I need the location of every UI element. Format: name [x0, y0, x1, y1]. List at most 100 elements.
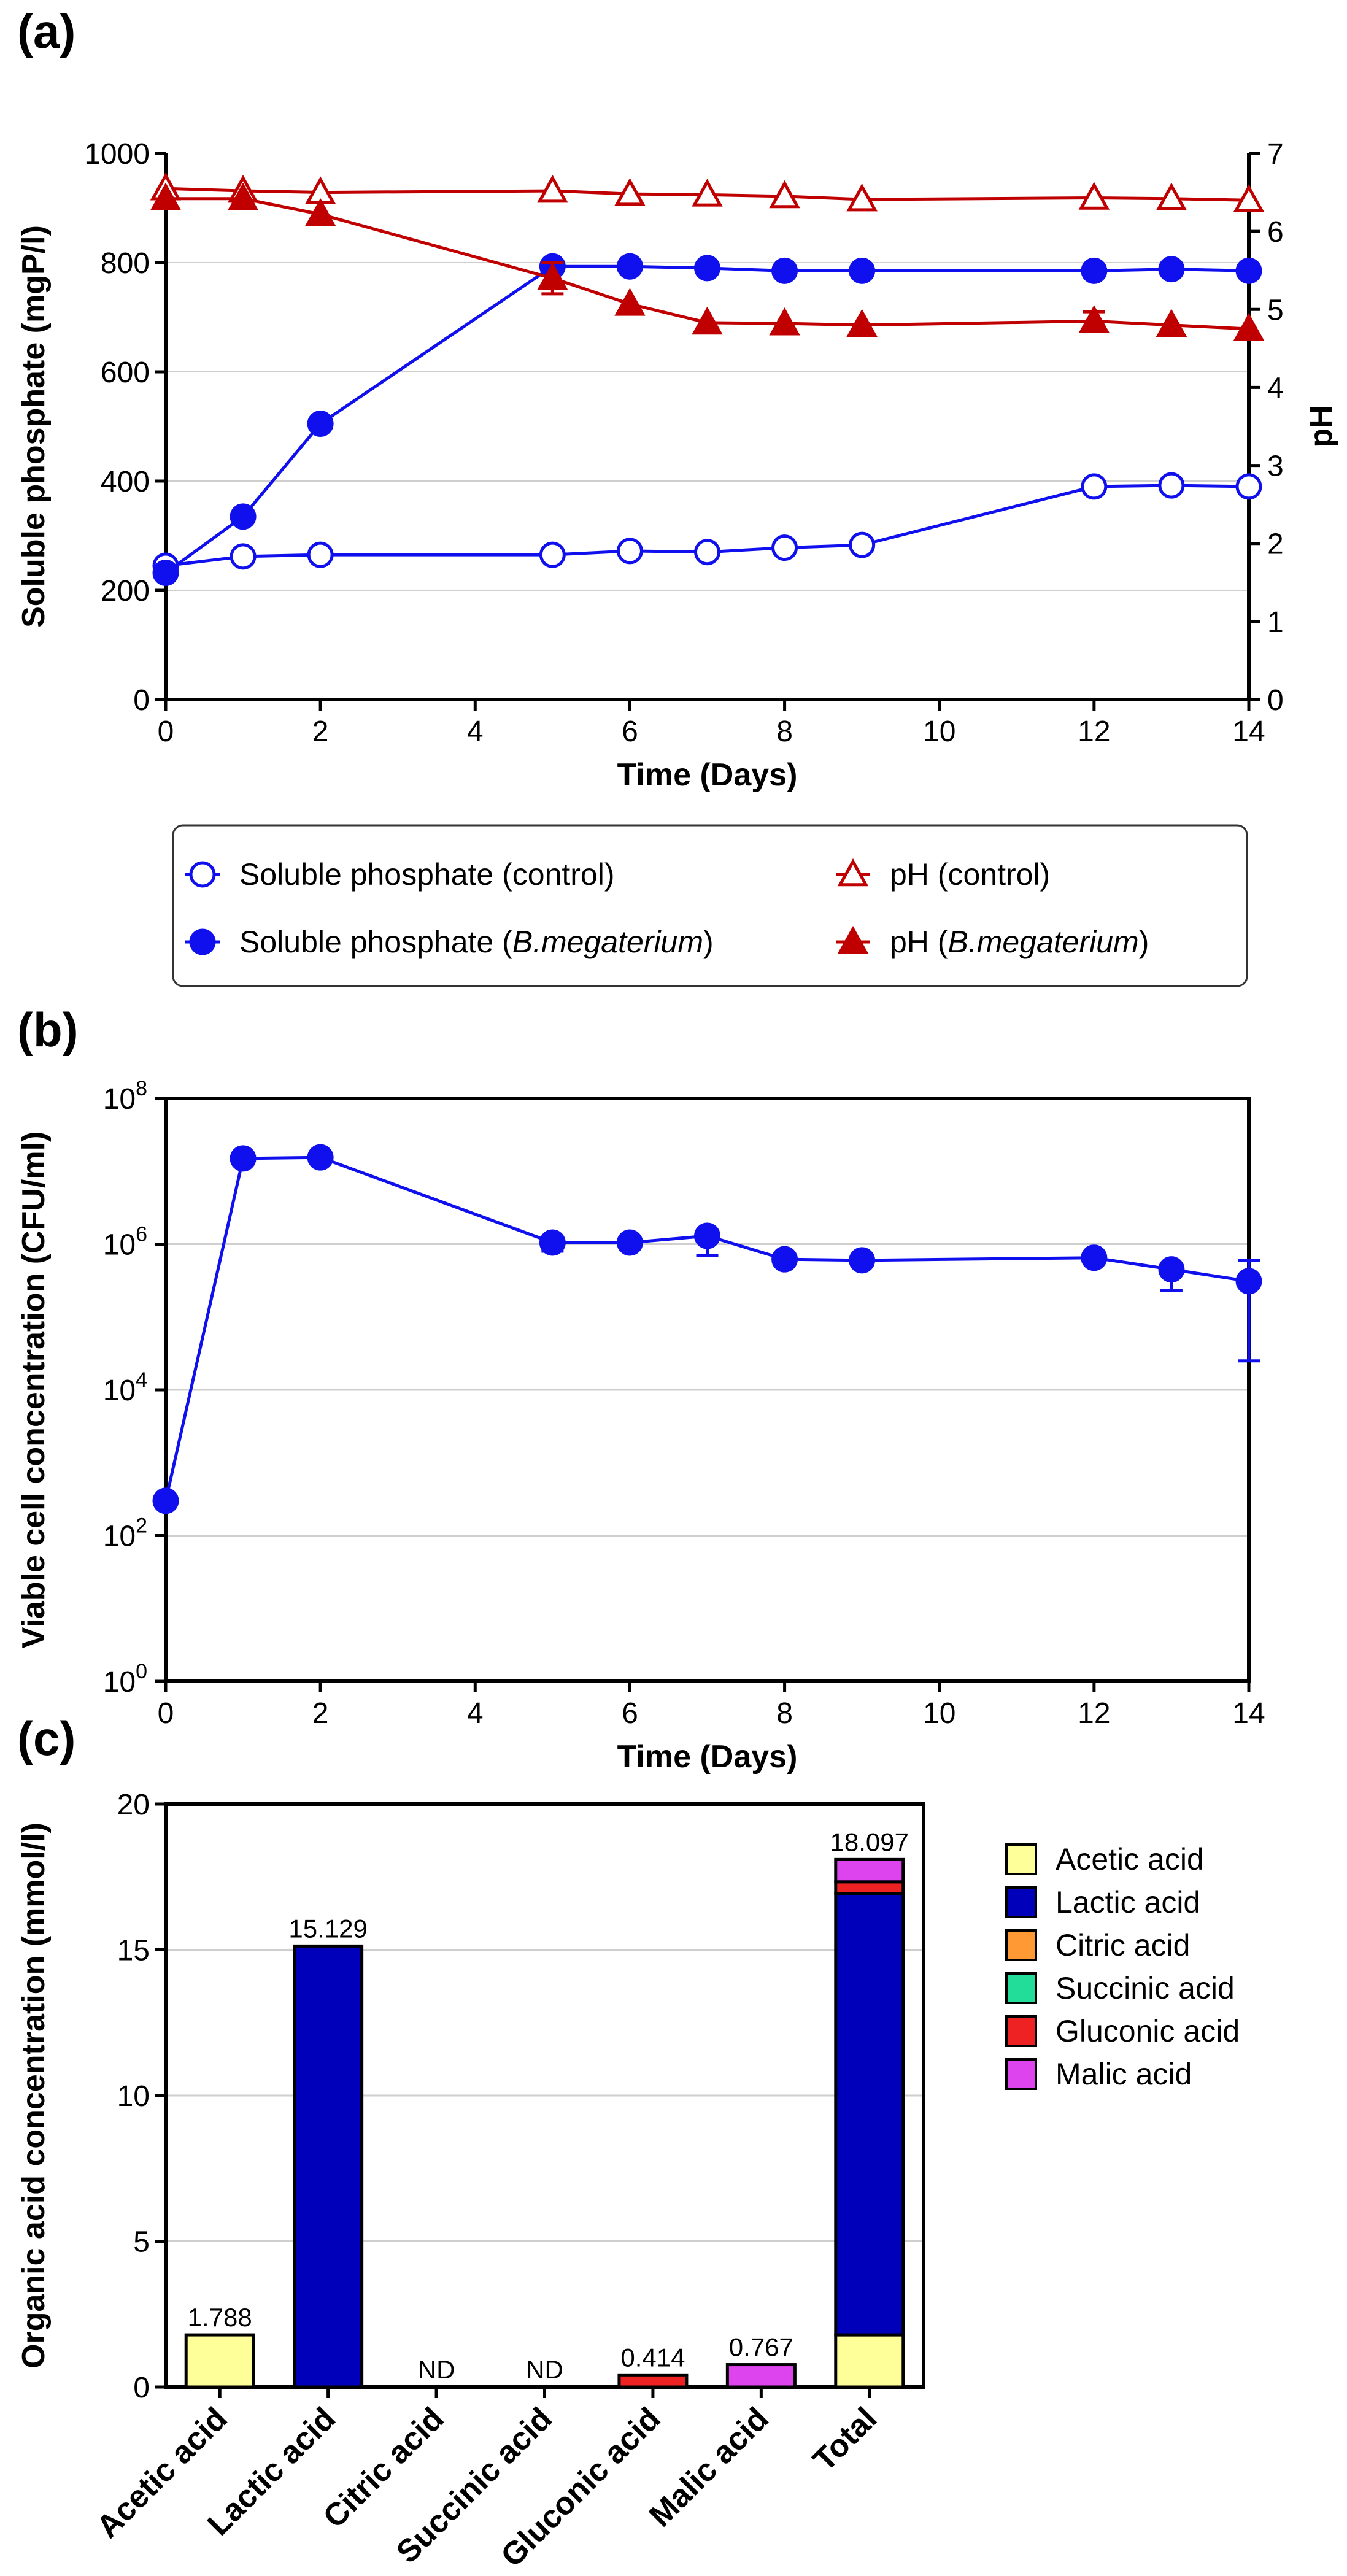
y-tick-label: 600 — [101, 357, 150, 389]
legend-box — [172, 824, 1248, 987]
data-point-0 — [849, 531, 876, 558]
bar-value-label: ND — [418, 2355, 455, 2384]
data-point-2 — [846, 183, 878, 212]
panel-b-label: (b) — [17, 1003, 79, 1057]
x-tick-label: 2 — [312, 1697, 329, 1730]
data-point — [230, 1145, 257, 1172]
legend-marker — [837, 925, 869, 954]
y-tick-exponent: 2 — [136, 1514, 147, 1538]
data-point-2 — [1078, 182, 1110, 210]
data-point-0 — [539, 541, 566, 568]
legend-text-italic: B.megaterium — [948, 925, 1138, 959]
y-tick-label: 5 — [133, 2226, 150, 2259]
y2-tick-label: 5 — [1267, 294, 1284, 326]
bar-4 — [617, 2373, 689, 2389]
bar-value-label: 18.097 — [830, 1827, 909, 1856]
legend-swatch — [1005, 2058, 1037, 2090]
y-tick-label: 1000 — [84, 138, 150, 171]
data-point-0 — [771, 534, 798, 561]
data-point-0 — [1081, 473, 1108, 500]
legend-swatch — [1005, 1843, 1037, 1875]
bar-value-label: 0.767 — [729, 2333, 793, 2362]
data-point-3 — [1078, 305, 1110, 333]
bar-value-label: 0.414 — [620, 2343, 685, 2372]
y-tick-base: 10 — [103, 1521, 136, 1553]
data-point — [1235, 1268, 1262, 1295]
panel-c-chart: (c) 0 5 10 15 20 Organic acid concentration (m… — [16, 1711, 1240, 2574]
y-tick-base: 10 — [103, 1083, 136, 1116]
data-point-1 — [1081, 257, 1108, 284]
x-tick-label: 6 — [622, 1697, 638, 1730]
panel-a-legend: Soluble phosphate (control) pH (control) S… — [172, 824, 1248, 987]
data-point — [307, 1144, 334, 1171]
data-point-1 — [694, 255, 720, 282]
y-tick-label: 108 — [103, 1077, 147, 1116]
y2-tick-label: 4 — [1267, 372, 1284, 404]
data-point-2 — [1233, 184, 1265, 212]
x-tick-label: 6 — [622, 715, 638, 748]
x-tick-label: 12 — [1078, 1697, 1110, 1730]
y-axis-title: Soluble phosphate (mgP/l) — [16, 225, 52, 628]
data-point-0 — [307, 541, 334, 568]
y2-tick-label: 0 — [1267, 684, 1284, 717]
data-point — [1158, 1256, 1185, 1283]
y-tick-exponent: 8 — [136, 1077, 147, 1100]
data-point-1 — [771, 257, 798, 284]
bar-1 — [293, 1944, 364, 2389]
x-axis-title: Time (Days) — [617, 1739, 798, 1775]
legend-text-part: ) — [1139, 925, 1149, 959]
data-point-1 — [307, 411, 334, 438]
data-point — [1081, 1244, 1108, 1271]
data-point-3 — [304, 198, 336, 226]
panel-a-label: (a) — [17, 4, 75, 58]
y2-tick-label: 7 — [1267, 138, 1284, 171]
category-label: Total — [806, 2401, 884, 2478]
data-point-3 — [227, 182, 259, 211]
total-stack-segment-0 — [834, 2333, 905, 2389]
data-point-2 — [537, 174, 568, 203]
data-point — [152, 1487, 179, 1514]
legend-marker — [189, 861, 216, 888]
y-tick-base: 10 — [103, 1375, 136, 1407]
bar-value-label: 15.129 — [288, 1914, 367, 1943]
y-axis-title: Viable cell concentration (CFU/ml) — [16, 1132, 52, 1649]
x-tick-label: 8 — [776, 1697, 793, 1730]
data-point-0 — [694, 539, 720, 566]
y2-tick-label: 2 — [1267, 528, 1284, 561]
legend-marker — [189, 928, 216, 955]
category-label: Malic acid — [643, 2401, 776, 2534]
legend-entry-text: pH (B.megaterium) — [890, 925, 1149, 959]
legend-text-part: ) — [703, 925, 714, 959]
data-point-0 — [1158, 472, 1185, 499]
y-tick-label: 0 — [133, 2372, 150, 2404]
x-tick-label: 0 — [158, 715, 174, 748]
y2-tick-label: 3 — [1267, 450, 1284, 483]
data-point-1 — [616, 253, 643, 280]
series-line — [164, 1155, 1249, 1502]
bar-value-label: ND — [526, 2355, 563, 2384]
legend-entry-text: Lactic acid — [1056, 1885, 1200, 1919]
y-tick-label: 200 — [101, 575, 150, 607]
y-tick-exponent: 6 — [136, 1223, 147, 1246]
legend-entry-text: Citric acid — [1056, 1928, 1190, 1962]
data-point-3 — [537, 262, 568, 290]
total-stack-segment-4 — [834, 1880, 905, 1895]
legend-text-part: pH ( — [890, 925, 948, 959]
y-tick-label: 10 — [117, 2080, 150, 2113]
y-tick-label: 800 — [101, 247, 150, 280]
legend-entry-text: Soluble phosphate (control) — [239, 857, 615, 892]
legend-entry-text: Acetic acid — [1056, 1842, 1204, 1876]
x-tick-label: 10 — [923, 715, 955, 748]
data-point-3 — [846, 309, 878, 337]
legend-marker — [837, 858, 869, 887]
x-tick-label: 14 — [1232, 1697, 1265, 1730]
data-point-3 — [1156, 309, 1187, 337]
x-tick-label: 10 — [923, 1697, 955, 1730]
total-stack-segment-5 — [834, 1857, 905, 1884]
data-point-3 — [150, 182, 182, 211]
x-tick-label: 14 — [1232, 715, 1265, 748]
data-point-1 — [152, 560, 179, 587]
